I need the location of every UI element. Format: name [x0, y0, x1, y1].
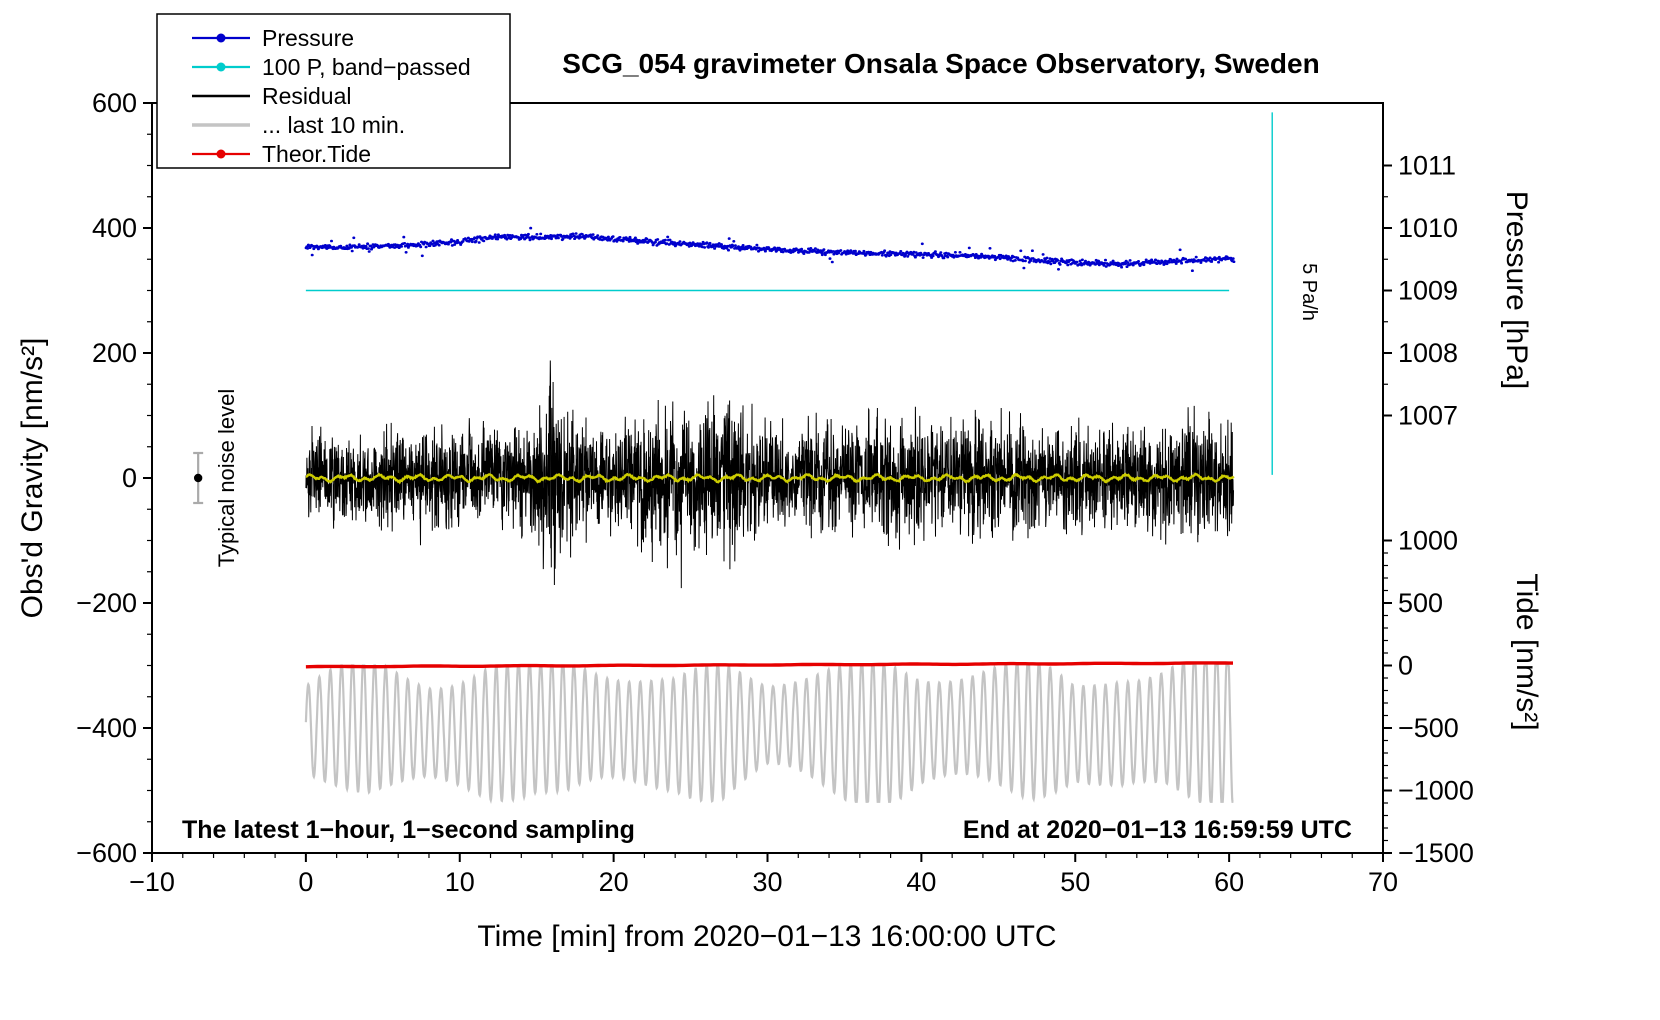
tide-tick-label: −1000 — [1398, 776, 1474, 806]
noise-level-label: Typical noise level — [214, 389, 239, 568]
x-tick-label: 10 — [445, 867, 475, 897]
pressure-series — [304, 226, 1236, 272]
y-left-tick-label: −200 — [76, 588, 137, 618]
y-left-tick-label: −600 — [76, 838, 137, 868]
legend-item-residual-label: Residual — [262, 83, 352, 109]
x-tick-label: −10 — [129, 867, 175, 897]
theoretical-tide-series — [305, 661, 1233, 669]
y-right-pressure-axis-title: Pressure [hPa] — [1500, 191, 1533, 389]
y-left-tick-label: 0 — [122, 463, 137, 493]
x-tick-label: 50 — [1060, 867, 1090, 897]
x-tick-label: 60 — [1214, 867, 1244, 897]
pressure-tick-label: 1010 — [1398, 213, 1458, 243]
pressure-tick-label: 1009 — [1398, 276, 1458, 306]
tide-tick-label: −1500 — [1398, 838, 1474, 868]
sampling-note: The latest 1−hour, 1−second sampling — [182, 816, 635, 844]
x-tick-label: 20 — [599, 867, 629, 897]
tide-tick-label: 0 — [1398, 651, 1413, 681]
residual-smoothed-series — [305, 472, 1235, 485]
y-left-tick-label: 200 — [92, 338, 137, 368]
axes-layer: −10 0 10 20 30 40 50 60 70 600 400 200 0 −200 −400 −600… — [76, 88, 1474, 897]
legend-item-last10min-label: ... last 10 min. — [262, 112, 405, 138]
y-left-tick-label: 400 — [92, 213, 137, 243]
series-layer — [304, 112, 1273, 805]
y-left-axis-title: Obs'd Gravity [nm/s²] — [16, 338, 49, 619]
tide-tick-label: 1000 — [1398, 526, 1458, 556]
legend-item-bandpassed-label: 100 P, band−passed — [262, 54, 471, 80]
tide-tick-label: 500 — [1398, 588, 1443, 618]
x-axis-title: Time [min] from 2020−01−13 16:00:00 UTC — [477, 920, 1056, 953]
legend-item-pressure-label: Pressure — [262, 25, 354, 51]
pressure-tick-label: 1011 — [1398, 151, 1456, 181]
noise-marker-layer — [193, 451, 204, 505]
legend-item-theortide-label: Theor.Tide — [262, 141, 371, 167]
y-left-tick-label: 600 — [92, 88, 137, 118]
x-tick-label: 70 — [1368, 867, 1398, 897]
y-left-tick-label: −400 — [76, 713, 137, 743]
legend-samples — [192, 33, 250, 159]
residual-series — [305, 360, 1234, 589]
y-right-tide-axis-title: Tide [nm/s²] — [1510, 573, 1543, 730]
tide-tick-label: −500 — [1398, 713, 1459, 743]
last-10-min-series — [304, 663, 1234, 805]
x-tick-label: 30 — [752, 867, 782, 897]
legend: Pressure 100 P, band−passed Residual ...… — [156, 13, 511, 169]
pressure-tick-label: 1008 — [1398, 338, 1458, 368]
noise-level-dot — [193, 473, 203, 483]
x-tick-label: 0 — [298, 867, 313, 897]
chart-title: SCG_054 gravimeter Onsala Space Observat… — [562, 48, 1319, 79]
pressure-tick-label: 1007 — [1398, 401, 1458, 431]
legend-box — [156, 13, 511, 169]
end-time-note: End at 2020−01−13 16:59:59 UTC — [963, 816, 1352, 844]
rate-label: 5 Pa/h — [1298, 263, 1320, 321]
text-layer: SCG_054 gravimeter Onsala Space Observat… — [16, 48, 1543, 953]
x-tick-label: 40 — [906, 867, 936, 897]
legend-sample-dot — [216, 149, 226, 159]
legend-sample-dot — [216, 62, 226, 72]
legend-sample-dot — [216, 33, 226, 43]
